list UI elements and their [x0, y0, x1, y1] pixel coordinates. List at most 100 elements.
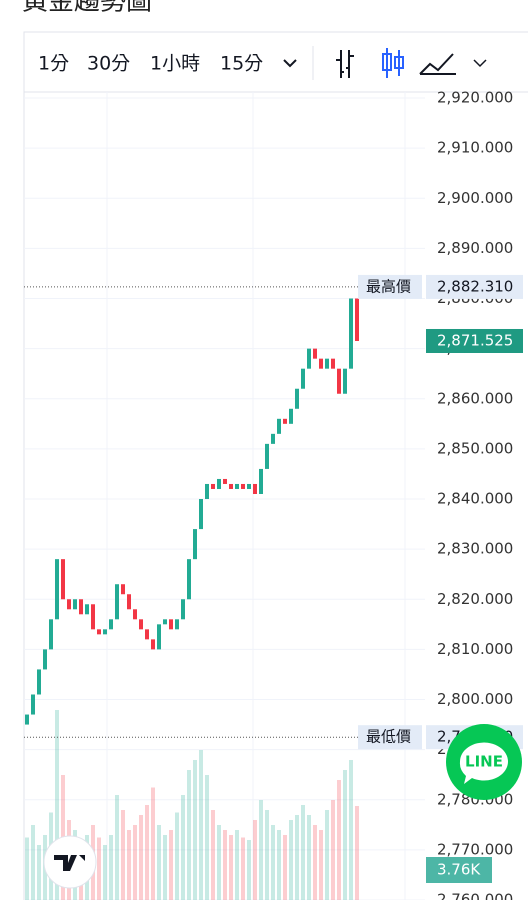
volume-bar — [109, 835, 113, 900]
interval[interactable]: 1分 — [38, 53, 69, 75]
volume-bar — [115, 795, 119, 900]
volume-bar — [103, 845, 107, 900]
volume-bar — [253, 820, 257, 900]
volume-bar — [133, 825, 137, 900]
volume-bar — [97, 837, 101, 900]
candle-body — [73, 599, 77, 610]
candle-body — [343, 368, 347, 394]
candle-body — [271, 433, 275, 444]
candle-body — [223, 478, 227, 484]
candle-body — [37, 669, 41, 695]
last-box — [426, 328, 523, 353]
volume-bar — [175, 812, 179, 900]
candle-body — [97, 629, 101, 635]
volume-bar — [313, 825, 317, 900]
volume-bar — [205, 775, 209, 900]
candle-body — [325, 358, 329, 369]
volume-bar — [271, 825, 275, 900]
y-tick-label: 2,890.000 — [437, 239, 513, 257]
bars-icon[interactable] — [336, 50, 354, 78]
candle-body — [61, 559, 65, 600]
volume-bar — [127, 830, 131, 900]
interval[interactable]: 1小時 — [150, 53, 200, 75]
y-tick-label: 2,830.000 — [437, 540, 513, 558]
candle-body — [235, 483, 239, 489]
candle-body — [319, 358, 323, 369]
line-button[interactable]: LINE — [446, 724, 522, 800]
y-tick-label: 2,840.000 — [437, 490, 513, 508]
y-tick-label: 2,910.000 — [437, 139, 513, 157]
candle-body — [313, 348, 317, 359]
volume-bar — [241, 837, 245, 900]
candle-body — [217, 478, 221, 489]
candle-body — [133, 609, 137, 620]
candle-body — [295, 388, 299, 409]
candle-body — [49, 619, 53, 650]
candle-body — [229, 483, 233, 489]
candle-body — [31, 694, 35, 715]
volume-bar — [331, 800, 335, 900]
volume-bar — [319, 830, 323, 900]
low-name: 最低價 — [366, 728, 411, 746]
candle-body — [145, 629, 149, 640]
dropdown[interactable] — [283, 59, 297, 68]
candle-body — [247, 483, 251, 489]
interval[interactable]: 30分 — [87, 53, 130, 75]
volume-bar — [277, 830, 281, 900]
candle-body — [205, 483, 209, 500]
volume-bar — [295, 815, 299, 900]
candle-body — [91, 604, 95, 630]
volume-bar — [337, 780, 341, 900]
volume-bar — [145, 805, 149, 900]
value-box — [426, 274, 523, 299]
volume-bar — [157, 825, 161, 900]
interval[interactable]: 15分 — [220, 53, 263, 75]
candle-body — [331, 358, 335, 369]
page-title: 黃金趨勢圖 — [22, 0, 152, 17]
volume-bar — [301, 805, 305, 900]
volume-box — [426, 857, 492, 883]
volume-bar — [265, 810, 269, 900]
candle-body — [307, 348, 311, 369]
y-tick-label: 2,920.000 — [437, 89, 513, 107]
candle-body — [157, 624, 161, 650]
candle-body — [139, 619, 143, 630]
y-tick-label: 2,800.000 — [437, 690, 513, 708]
volume-value: 3.76K — [437, 861, 481, 879]
volume-bar — [307, 815, 311, 900]
volume-bar — [247, 840, 251, 900]
high-value: 2,882.310 — [437, 277, 513, 295]
y-tick-label: 2,860.000 — [437, 389, 513, 407]
candles-icon[interactable] — [382, 48, 404, 78]
dropdown[interactable] — [473, 59, 487, 68]
candle-body — [181, 599, 185, 620]
label-box — [358, 725, 422, 750]
candle-body — [175, 619, 179, 630]
volume-bar — [229, 835, 233, 900]
candle-body — [55, 559, 59, 620]
y-tick-label: 2,900.000 — [437, 189, 513, 207]
volume-bar — [55, 710, 59, 900]
volume-bar — [193, 760, 197, 900]
candle-body — [289, 408, 293, 424]
candle-body — [109, 619, 113, 630]
volume-bar — [283, 835, 287, 900]
candle-body — [25, 714, 29, 725]
candle-body — [253, 483, 257, 494]
card — [23, 31, 528, 900]
volume-bar — [223, 830, 227, 900]
candle-body — [163, 619, 167, 625]
candle-body — [265, 443, 269, 469]
candle-body — [283, 418, 287, 424]
volume-bar — [235, 830, 239, 900]
volume-bar — [289, 820, 293, 900]
area-icon[interactable] — [419, 53, 456, 75]
y-tick-label: 2,820.000 — [437, 590, 513, 608]
candle-body — [103, 629, 107, 635]
tv-logo[interactable] — [43, 835, 97, 889]
candle-body — [349, 298, 353, 369]
candle-body — [85, 604, 89, 615]
